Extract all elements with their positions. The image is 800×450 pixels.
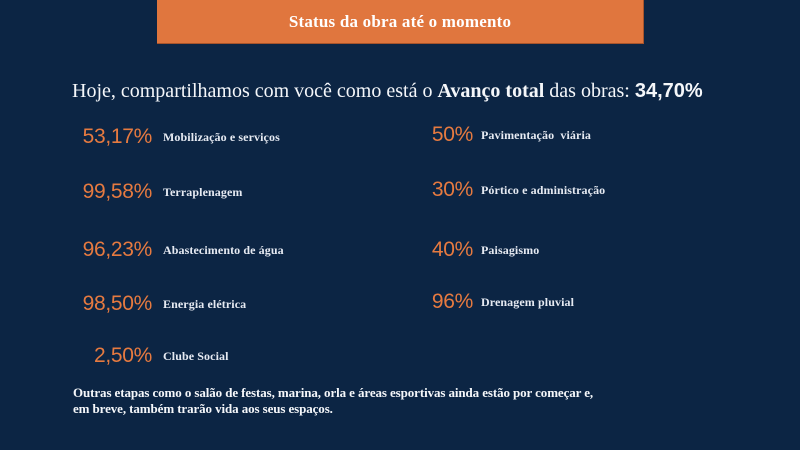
stat-label: Pórtico e administração <box>481 182 606 197</box>
stat-row-portico-e-administracao: 30% Pórtico e administração <box>420 177 605 203</box>
stat-value: 53,17% <box>82 125 153 148</box>
heading-middle: das obras: <box>544 80 635 102</box>
stat-label: Drenagem pluvial <box>481 294 575 309</box>
stat-value: 50% <box>431 123 473 146</box>
stat-value: 96,23% <box>82 238 153 261</box>
header-banner: Status da obra até o momento <box>157 0 644 44</box>
stat-value: 98,50% <box>82 292 153 315</box>
footer-note: Outras etapas como o salão de festas, ma… <box>73 385 594 416</box>
stat-row-paisagismo: 40% Paisagismo <box>420 237 539 263</box>
stat-label: Paisagismo <box>481 242 540 257</box>
stat-value: 2,50% <box>93 344 152 367</box>
stat-row-mobilizacao-e-servicos: 53,17% Mobilização e serviços <box>70 124 280 150</box>
stat-label: Terraplenagem <box>163 184 243 199</box>
stat-label: Mobilização e serviços <box>163 129 280 144</box>
banner-title: Status da obra até o momento <box>288 11 512 31</box>
stat-row-drenagem-pluvial: 96% Drenagem pluvial <box>420 289 574 315</box>
stat-row-terraplenagem: 99,58% Terraplenagem <box>70 179 243 205</box>
stat-row-pavimentacao-viaria: 50% Pavimentação viária <box>420 122 591 148</box>
stat-row-energia-eletrica: 98,50% Energia elétrica <box>70 291 247 317</box>
heading-total-percent: 34,70% <box>634 80 703 102</box>
stat-label: Clube Social <box>163 348 229 363</box>
heading-highlight: Avanço total <box>437 80 545 102</box>
stat-row-clube-social: 2,50% Clube Social <box>70 343 229 369</box>
stat-label: Pavimentação viária <box>481 127 591 142</box>
stat-value: 30% <box>431 178 473 201</box>
stat-row-abastecimento-de-agua: 96,23% Abastecimento de água <box>70 237 284 263</box>
heading-prefix: Hoje, compartilhamos com você como está … <box>72 80 438 102</box>
stat-value: 40% <box>431 238 473 261</box>
page-title: Hoje, compartilhamos com você como está … <box>72 78 703 104</box>
stat-label: Abastecimento de água <box>163 242 284 257</box>
stat-label: Energia elétrica <box>163 296 247 311</box>
stat-value: 99,58% <box>82 180 153 203</box>
stat-value: 96% <box>431 290 473 313</box>
